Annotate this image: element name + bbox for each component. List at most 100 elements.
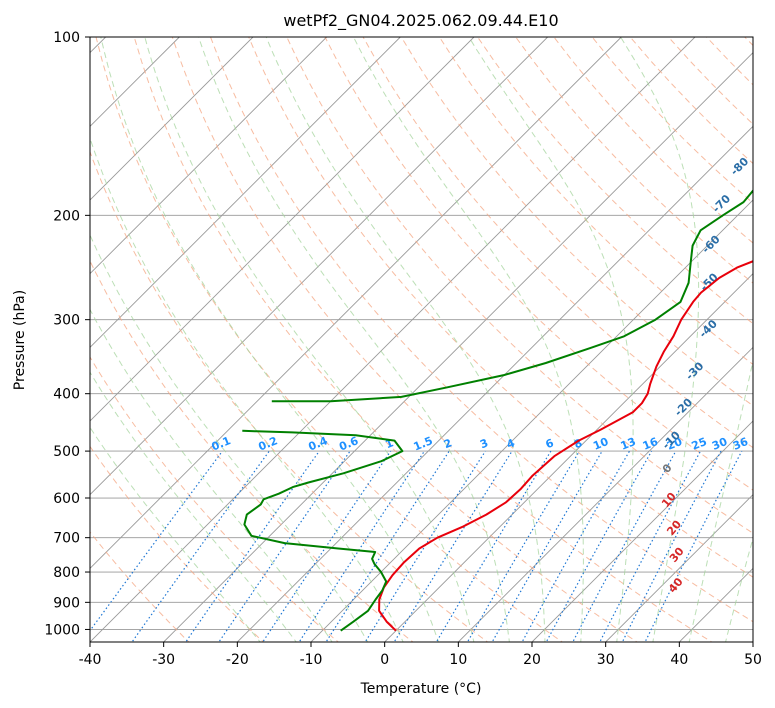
x-tick-label: -10	[300, 652, 323, 668]
mixing-ratio-label: 0.6	[337, 434, 360, 453]
background-lines	[90, 37, 753, 642]
moist-adiabat-label: 10	[659, 490, 679, 510]
dry-adiabat-line	[286, 37, 753, 534]
y-tick-label: 400	[53, 387, 80, 403]
mixing-ratio-label: 0.1	[210, 434, 233, 453]
isotherm-line	[90, 37, 696, 642]
temperature-line	[378, 260, 753, 632]
dry-adiabat-label: -80	[728, 155, 751, 178]
mixing-ratio-label: 36	[731, 435, 750, 453]
moist-adiabat-line	[90, 233, 369, 642]
isotherm-line	[163, 52, 753, 642]
moist-adiabat-line	[688, 358, 753, 642]
mixing-ratio-label: 6	[544, 436, 556, 451]
mixing-ratio-line	[298, 450, 425, 642]
isotherm-line	[90, 37, 254, 201]
mixing-ratio-line	[466, 450, 580, 642]
isotherm-line	[752, 641, 753, 642]
mixing-ratio-line	[364, 450, 486, 642]
dry-adiabat-label: -30	[683, 359, 706, 382]
y-tick-label: 700	[53, 531, 80, 547]
dry-adiabat-line	[90, 356, 339, 642]
mixing-ratio-line	[393, 450, 513, 642]
moist-adiabat-line	[352, 37, 584, 642]
profile-lines	[242, 189, 753, 632]
dry-adiabat-line	[248, 37, 753, 578]
mixing-ratio-label: 8	[572, 436, 584, 451]
x-tick-label: -30	[152, 652, 175, 668]
moist-adiabat-line	[100, 37, 440, 642]
mixing-ratio-label: 10	[591, 435, 610, 453]
x-tick-label: -40	[79, 652, 102, 668]
mixing-ratio-line	[599, 450, 702, 642]
mixing-ratio-line	[435, 450, 552, 642]
moist-adiabat-line	[620, 37, 700, 642]
dry-adiabat-line	[171, 37, 713, 642]
moist-adiabat-line	[90, 308, 333, 642]
isotherm-line	[605, 494, 753, 642]
mixing-ratio-label: 13	[619, 435, 638, 453]
chart-title: wetPf2_GN04.2025.062.09.44.E10	[283, 11, 558, 31]
mixing-ratio-label: 2	[442, 436, 454, 451]
plot-frame	[89, 36, 754, 643]
dry-adiabat-line	[210, 37, 753, 623]
mixing-ratio-label: 3	[478, 436, 490, 451]
mixing-ratio-label: 30	[710, 435, 729, 453]
y-tick-label: 1000	[44, 622, 80, 638]
isotherm-line	[90, 37, 327, 275]
dry-adiabat-line	[362, 37, 753, 449]
mixing-ratio-line	[185, 450, 320, 642]
isotherm-line	[90, 37, 622, 569]
moist-adiabat-line	[468, 37, 634, 642]
mixing-ratio-label: 1	[383, 436, 395, 451]
dry-adiabat-label: -60	[699, 232, 722, 255]
isotherm-line	[90, 37, 475, 422]
y-tick-label: 900	[53, 595, 80, 611]
y-tick-label: 200	[53, 208, 80, 224]
mixing-ratio-line	[90, 450, 223, 632]
y-tick-label: 100	[53, 30, 80, 46]
mixing-ratio-label: 25	[690, 435, 709, 453]
dry-adiabat-line	[553, 37, 753, 244]
x-axis-label: Temperature (°C)	[360, 681, 482, 697]
isotherm-line	[458, 346, 753, 642]
x-tick-label: 40	[670, 652, 688, 668]
mixing-ratio-line	[644, 450, 743, 642]
dry-adiabat-line	[90, 259, 414, 642]
y-tick-label: 600	[53, 491, 80, 507]
moist-adiabat-line	[265, 37, 546, 642]
dry-adiabat-line	[133, 37, 638, 642]
mixing-ratio-line	[621, 450, 722, 642]
isotherm-line	[90, 37, 548, 496]
dry-adiabat-line	[515, 37, 753, 284]
moist-adiabat-line	[144, 37, 475, 642]
mixing-ratio-label: 4	[505, 436, 517, 451]
mixing-ratio-line	[325, 450, 450, 642]
dry-adiabat-line	[400, 37, 753, 407]
moist-adiabat-line	[90, 426, 261, 642]
moist-adiabat-line	[198, 37, 510, 642]
dry-adiabat-line	[90, 445, 265, 642]
mixing-ratio-label: 16	[641, 435, 660, 453]
isotherm-line	[237, 125, 753, 642]
moist-adiabat-label: 0	[660, 461, 675, 475]
moist-adiabat-line	[90, 136, 404, 642]
x-tick-label: -20	[226, 652, 249, 668]
y-tick-label: 800	[53, 565, 80, 581]
dry-adiabat-line	[90, 150, 489, 642]
moist-adiabat-line	[725, 536, 753, 642]
axes: -40 -30 -20 -10 0 10 20 30 40 5010020030040050060…	[44, 30, 762, 668]
x-tick-label: 20	[523, 652, 541, 668]
dry-adiabat-line	[90, 531, 190, 642]
mixing-ratio-label: 20	[665, 435, 684, 453]
mixing-ratio-line	[572, 450, 677, 642]
isotherm-line	[90, 37, 401, 348]
x-tick-label: 50	[744, 652, 762, 668]
dewpoint-upper-line	[271, 189, 753, 403]
line-labels: 0.10.20.40.611.52346810131620253036-100-…	[210, 155, 752, 596]
dewpoint-line	[242, 429, 404, 632]
dry-adiabat-line	[477, 37, 753, 325]
isotherm-line	[679, 567, 753, 642]
dry-adiabat-line	[95, 37, 564, 642]
